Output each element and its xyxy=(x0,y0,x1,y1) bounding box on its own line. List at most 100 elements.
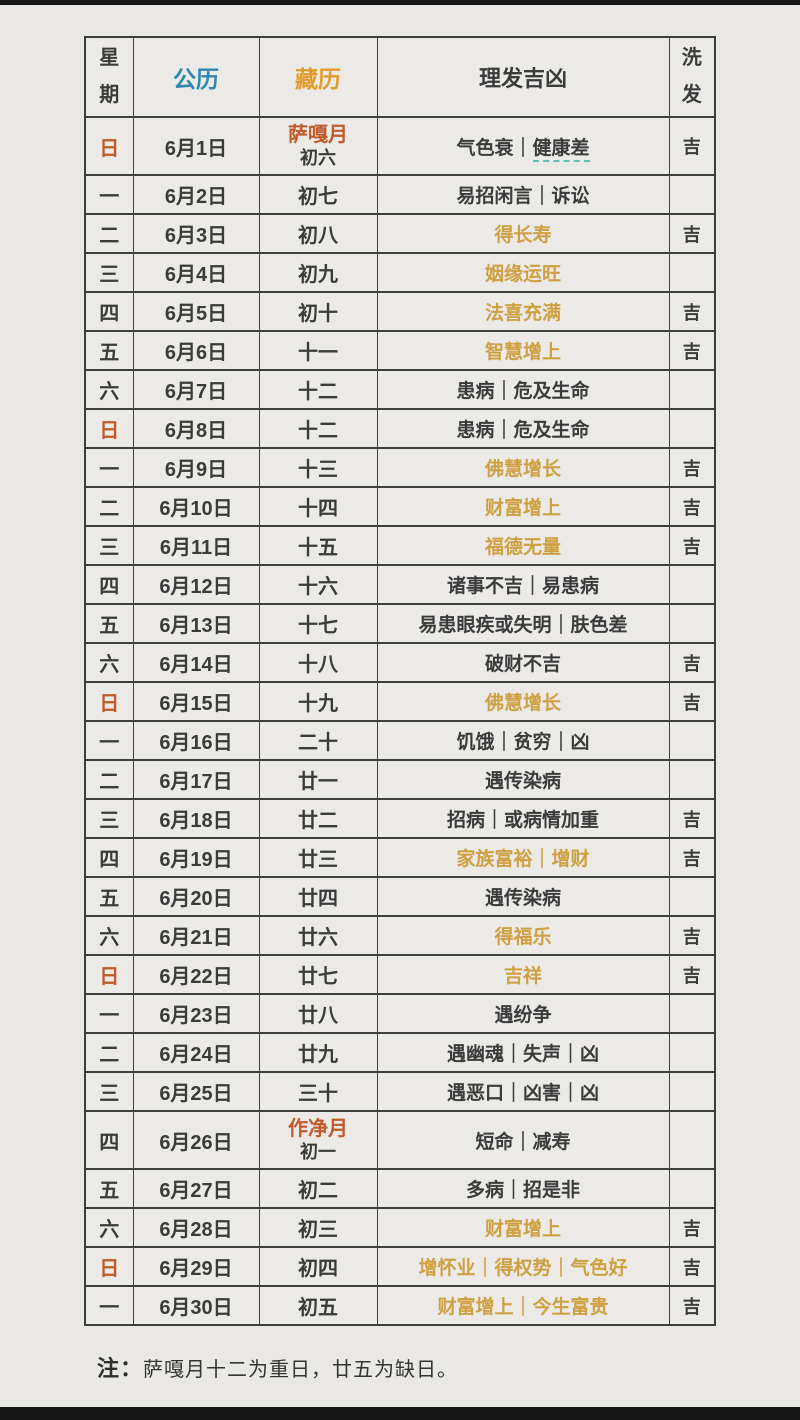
weekday-cell: 三 xyxy=(84,798,134,839)
wash-auspicious-cell: 吉 xyxy=(668,798,716,839)
wash-auspicious-cell xyxy=(668,1168,716,1209)
weekday-cell: 二 xyxy=(84,486,134,527)
tibetan-date-cell: 十三 xyxy=(258,447,378,488)
weekday-cell: 五 xyxy=(84,876,134,917)
weekday-cell: 一 xyxy=(84,993,134,1034)
table-row: 六 6月21日 廿六 得福乐吉 xyxy=(84,915,716,956)
tibetan-date-cell: 廿七 xyxy=(258,954,378,995)
gregorian-date-cell: 6月29日 xyxy=(132,1246,260,1287)
tibetan-date-cell: 初五 xyxy=(258,1285,378,1326)
weekday-cell: 四 xyxy=(84,564,134,605)
tibetan-date-cell: 廿八 xyxy=(258,993,378,1034)
weekday-cell: 日 xyxy=(84,116,134,176)
tibetan-date-cell: 初十 xyxy=(258,291,378,332)
gregorian-date-cell: 6月26日 xyxy=(132,1110,260,1170)
weekday-cell: 日 xyxy=(84,954,134,995)
table-row: 日 6月1日 萨嘎月 初六 气色衰｜健康差吉 xyxy=(84,116,716,176)
wash-auspicious-cell xyxy=(668,369,716,410)
weekday-cell: 二 xyxy=(84,213,134,254)
table-row: 四 6月5日 初十 法喜充满吉 xyxy=(84,291,716,332)
haircut-fortune-cell: 多病｜招是非 xyxy=(376,1168,670,1209)
weekday-cell: 一 xyxy=(84,174,134,215)
gregorian-date-cell: 6月19日 xyxy=(132,837,260,878)
gregorian-date-cell: 6月30日 xyxy=(132,1285,260,1326)
haircut-fortune-text-underlined: 健康差 xyxy=(532,137,590,162)
gregorian-date-cell: 6月1日 xyxy=(132,116,260,176)
haircut-fortune-cell: 佛慧增长 xyxy=(376,681,670,722)
table-row: 二 6月24日 廿九 遇幽魂｜失声｜凶 xyxy=(84,1032,716,1073)
table-row: 日 6月15日 十九 佛慧增长吉 xyxy=(84,681,716,722)
haircut-fortune-cell: 招病｜或病情加重 xyxy=(376,798,670,839)
haircut-fortune-cell: 财富增上｜今生富贵 xyxy=(376,1285,670,1326)
table-row: 三 6月11日 十五 福德无量吉 xyxy=(84,525,716,566)
haircut-fortune-cell: 姻缘运旺 xyxy=(376,252,670,293)
table-row: 五 6月20日 廿四 遇传染病 xyxy=(84,876,716,917)
table-row: 二 6月17日 廿一 遇传染病 xyxy=(84,759,716,800)
table-row: 四 6月26日 作净月 初一 短命｜减寿 xyxy=(84,1110,716,1170)
haircut-fortune-cell: 气色衰｜健康差 xyxy=(376,116,670,176)
wash-auspicious-cell: 吉 xyxy=(668,116,716,176)
bottom-letterbox-bar xyxy=(0,1407,800,1420)
table-row: 日 6月29日 初四 增怀业｜得权势｜气色好吉 xyxy=(84,1246,716,1287)
weekday-cell: 日 xyxy=(84,681,134,722)
weekday-cell: 日 xyxy=(84,1246,134,1287)
gregorian-date-cell: 6月2日 xyxy=(132,174,260,215)
header-haircut-fortune: 理发吉凶 xyxy=(376,36,670,118)
wash-auspicious-cell xyxy=(668,174,716,215)
wash-auspicious-cell: 吉 xyxy=(668,837,716,878)
table-row: 日 6月8日 十二 患病｜危及生命 xyxy=(84,408,716,449)
table-row: 一 6月30日 初五 财富增上｜今生富贵吉 xyxy=(84,1285,716,1326)
tibetan-date-cell: 廿九 xyxy=(258,1032,378,1073)
footnote-prefix: 注： xyxy=(97,1356,144,1381)
header-wash-label: 洗发 xyxy=(681,47,702,106)
gregorian-date-cell: 6月14日 xyxy=(132,642,260,683)
wash-auspicious-cell xyxy=(668,1071,716,1112)
haircut-fortune-cell: 遇恶口｜凶害｜凶 xyxy=(376,1071,670,1112)
haircut-fortune-cell: 增怀业｜得权势｜气色好 xyxy=(376,1246,670,1287)
gregorian-date-cell: 6月27日 xyxy=(132,1168,260,1209)
header-gregorian: 公历 xyxy=(132,36,260,118)
haircut-fortune-cell: 法喜充满 xyxy=(376,291,670,332)
gregorian-date-cell: 6月3日 xyxy=(132,213,260,254)
haircut-fortune-cell: 财富增上 xyxy=(376,1207,670,1248)
haircut-fortune-cell: 遇传染病 xyxy=(376,876,670,917)
header-tibetan: 藏历 xyxy=(258,36,378,118)
haircut-fortune-cell: 易招闲言｜诉讼 xyxy=(376,174,670,215)
table-row: 六 6月28日 初三 财富增上吉 xyxy=(84,1207,716,1248)
wash-auspicious-cell: 吉 xyxy=(668,1285,716,1326)
tibetan-date-cell: 三十 xyxy=(258,1071,378,1112)
haircut-calendar-table: 星期 公历 藏历 理发吉凶 洗发 日 6月1日 萨嘎月 初六 气色衰｜健康差吉一 6月2日… xyxy=(84,36,716,1326)
weekday-cell: 四 xyxy=(84,291,134,332)
table-row: 四 6月12日 十六 诸事不吉｜易患病 xyxy=(84,564,716,605)
haircut-fortune-cell: 饥饿｜贫穷｜凶 xyxy=(376,720,670,761)
tibetan-date-cell: 十五 xyxy=(258,525,378,566)
weekday-cell: 日 xyxy=(84,408,134,449)
tibetan-date-cell: 廿三 xyxy=(258,837,378,878)
weekday-cell: 四 xyxy=(84,1110,134,1170)
footnote: 注：萨嘎月十二为重日，廿五为缺日。 xyxy=(97,1351,458,1383)
haircut-fortune-cell: 佛慧增长 xyxy=(376,447,670,488)
wash-auspicious-cell: 吉 xyxy=(668,915,716,956)
weekday-cell: 二 xyxy=(84,1032,134,1073)
tibetan-date-cell: 廿四 xyxy=(258,876,378,917)
gregorian-date-cell: 6月9日 xyxy=(132,447,260,488)
gregorian-date-cell: 6月22日 xyxy=(132,954,260,995)
weekday-cell: 六 xyxy=(84,369,134,410)
tibetan-date-cell: 十九 xyxy=(258,681,378,722)
wash-auspicious-cell: 吉 xyxy=(668,213,716,254)
gregorian-date-cell: 6月11日 xyxy=(132,525,260,566)
tibetan-date-cell: 十七 xyxy=(258,603,378,644)
gregorian-date-cell: 6月16日 xyxy=(132,720,260,761)
gregorian-date-cell: 6月23日 xyxy=(132,993,260,1034)
table-row: 五 6月13日 十七 易患眼疾或失明｜肤色差 xyxy=(84,603,716,644)
tibetan-date-cell: 十四 xyxy=(258,486,378,527)
table-row: 六 6月14日 十八 破财不吉吉 xyxy=(84,642,716,683)
wash-auspicious-cell: 吉 xyxy=(668,291,716,332)
wash-auspicious-cell xyxy=(668,993,716,1034)
wash-auspicious-cell: 吉 xyxy=(668,954,716,995)
gregorian-date-cell: 6月20日 xyxy=(132,876,260,917)
wash-auspicious-cell xyxy=(668,564,716,605)
haircut-fortune-cell: 遇纷争 xyxy=(376,993,670,1034)
footnote-text: 萨嘎月十二为重日，廿五为缺日。 xyxy=(143,1359,459,1381)
weekday-cell: 一 xyxy=(84,720,134,761)
